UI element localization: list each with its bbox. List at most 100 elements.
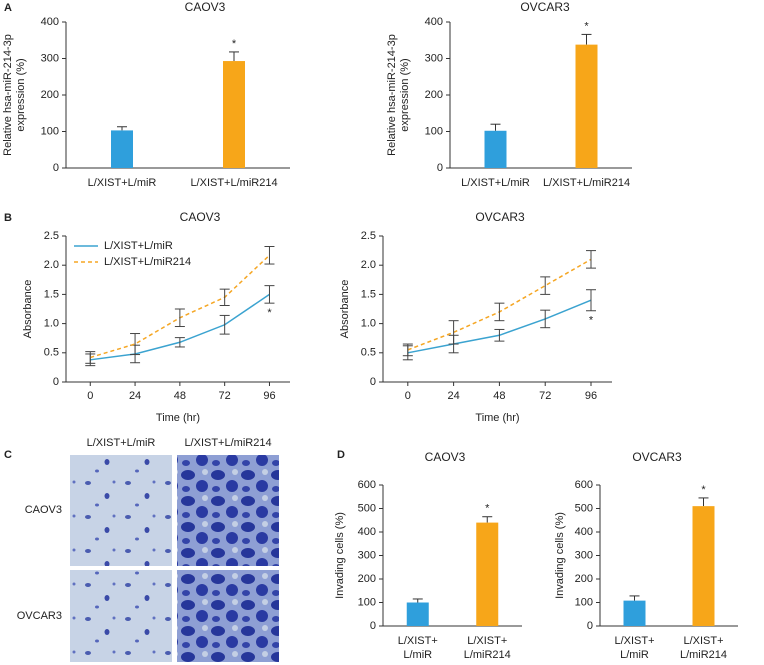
chart-title: OVCAR3 <box>632 450 682 464</box>
y-tick-label: 100 <box>425 125 443 137</box>
bar <box>484 130 507 168</box>
y-tick-label: 0.5 <box>361 347 376 359</box>
y-axis-label: Invading cells (%) <box>334 512 346 599</box>
x-tick-label: 24 <box>129 390 141 402</box>
column-label: L/XIST+L/miR214 <box>184 437 271 449</box>
y-tick-label: 1.5 <box>361 288 376 300</box>
column-label: L/XIST+L/miR <box>87 437 156 449</box>
x-tick-label: L/XIST+L/miR214 <box>680 635 727 661</box>
panel-label: D <box>337 449 345 461</box>
annotation: * <box>701 484 706 496</box>
y-tick-label: 0 <box>53 376 59 388</box>
y-tick-label: 400 <box>575 526 593 538</box>
micrograph <box>70 455 172 566</box>
x-tick-label: 24 <box>447 390 459 402</box>
y-tick-label: 200 <box>425 89 443 101</box>
y-tick-label: 400 <box>41 16 59 28</box>
panel-label: C <box>4 449 12 461</box>
micrograph <box>177 455 279 566</box>
panel-label: B <box>4 212 12 224</box>
y-tick-label: 300 <box>41 52 59 64</box>
x-tick-label: 96 <box>585 390 597 402</box>
y-tick-label: 300 <box>358 549 376 561</box>
bar <box>111 130 133 168</box>
x-tick-label: L/XIST+L/miR214 <box>464 635 511 661</box>
y-tick-label: 100 <box>358 596 376 608</box>
y-tick-label: 1.0 <box>44 318 59 330</box>
y-tick-label: 500 <box>575 502 593 514</box>
bar <box>406 602 429 626</box>
bar <box>223 61 245 168</box>
y-tick-label: 1.5 <box>44 288 59 300</box>
chart-title: CAOV3 <box>185 0 226 14</box>
chart-title: OVCAR3 <box>475 210 525 224</box>
y-tick-label: 400 <box>358 526 376 538</box>
y-tick-label: 200 <box>41 89 59 101</box>
chart: CAOV3 Absorbance 0 0.5 1.0 1.5 2.0 2.5 0 24 48 72 96… <box>22 210 290 424</box>
y-tick-label: 400 <box>425 16 443 28</box>
micrographs: L/XIST+L/miR L/XIST+L/miR214 CAOV3 OVCAR… <box>17 437 279 662</box>
x-tick-label: 96 <box>263 390 275 402</box>
y-tick-label: 200 <box>358 573 376 585</box>
row-label: CAOV3 <box>25 504 62 516</box>
chart-title: CAOV3 <box>425 450 466 464</box>
chart: OVCAR3 Relative hsa-miR-214-3p expression … <box>386 0 632 189</box>
y-tick-label: 0 <box>587 620 593 632</box>
y-tick-label: 1.0 <box>361 318 376 330</box>
chart: CAOV3 Relative hsa-miR-214-3p expression (… <box>2 0 290 189</box>
row-label: OVCAR3 <box>17 610 62 622</box>
y-axis-label: expression (%) <box>15 58 27 131</box>
y-tick-label: 0.5 <box>44 347 59 359</box>
y-axis-label: Relative hsa-miR-214-3p <box>2 34 14 156</box>
y-tick-label: 100 <box>575 596 593 608</box>
bar <box>692 506 715 626</box>
micrograph <box>70 570 172 662</box>
annotation: * <box>584 20 589 32</box>
bar <box>575 44 598 168</box>
chart: CAOV3 Invading cells (%) 0 100 200 300 400 500 6… <box>334 450 522 661</box>
legend-label: L/XIST+L/miR <box>104 240 173 252</box>
y-tick-label: 200 <box>575 573 593 585</box>
x-axis-label: Time (hr) <box>475 412 519 424</box>
y-tick-label: 0 <box>437 162 443 174</box>
panel-label: A <box>4 2 12 14</box>
chart-title: CAOV3 <box>180 210 221 224</box>
chart: OVCAR3 Invading cells (%) 0 100 200 300 400 500… <box>554 450 738 661</box>
y-tick-label: 500 <box>358 502 376 514</box>
x-tick-label: L/XIST+L/miR214 <box>543 177 630 189</box>
x-tick-label: 48 <box>174 390 186 402</box>
y-axis-label: expression (%) <box>399 58 411 131</box>
legend-label: L/XIST+L/miR214 <box>104 256 191 268</box>
y-tick-label: 300 <box>575 549 593 561</box>
y-axis-label: Absorbance <box>339 280 351 339</box>
annotation: * <box>485 503 490 515</box>
annotation: * <box>232 38 237 50</box>
x-tick-label: L/XIST+L/miR214 <box>190 177 277 189</box>
y-tick-label: 2.5 <box>44 230 59 242</box>
y-tick-label: 100 <box>41 125 59 137</box>
y-axis-label: Invading cells (%) <box>554 512 566 599</box>
series-line <box>90 293 270 361</box>
micrograph <box>177 570 279 662</box>
y-tick-label: 2.0 <box>44 259 59 271</box>
y-tick-label: 0 <box>53 162 59 174</box>
x-tick-label: 72 <box>219 390 231 402</box>
bar <box>623 600 646 626</box>
x-tick-label: 0 <box>87 390 93 402</box>
chart-title: OVCAR3 <box>520 0 570 14</box>
x-tick-label: L/XIST+L/miR <box>614 635 654 661</box>
y-axis-label: Relative hsa-miR-214-3p <box>386 34 398 156</box>
y-tick-label: 600 <box>358 479 376 491</box>
y-tick-label: 2.5 <box>361 230 376 242</box>
y-axis-label: Absorbance <box>22 280 34 339</box>
x-tick-label: 72 <box>539 390 551 402</box>
chart: OVCAR3 Absorbance 0 0.5 1.0 1.5 2.0 2.5 0 24 48 72 9… <box>339 210 612 424</box>
x-tick-label: L/XIST+L/miR <box>461 177 530 189</box>
y-tick-label: 0 <box>370 376 376 388</box>
y-tick-label: 0 <box>370 620 376 632</box>
x-tick-label: 48 <box>493 390 505 402</box>
x-tick-label: 0 <box>405 390 411 402</box>
y-tick-label: 300 <box>425 52 443 64</box>
x-axis-label: Time (hr) <box>156 412 200 424</box>
